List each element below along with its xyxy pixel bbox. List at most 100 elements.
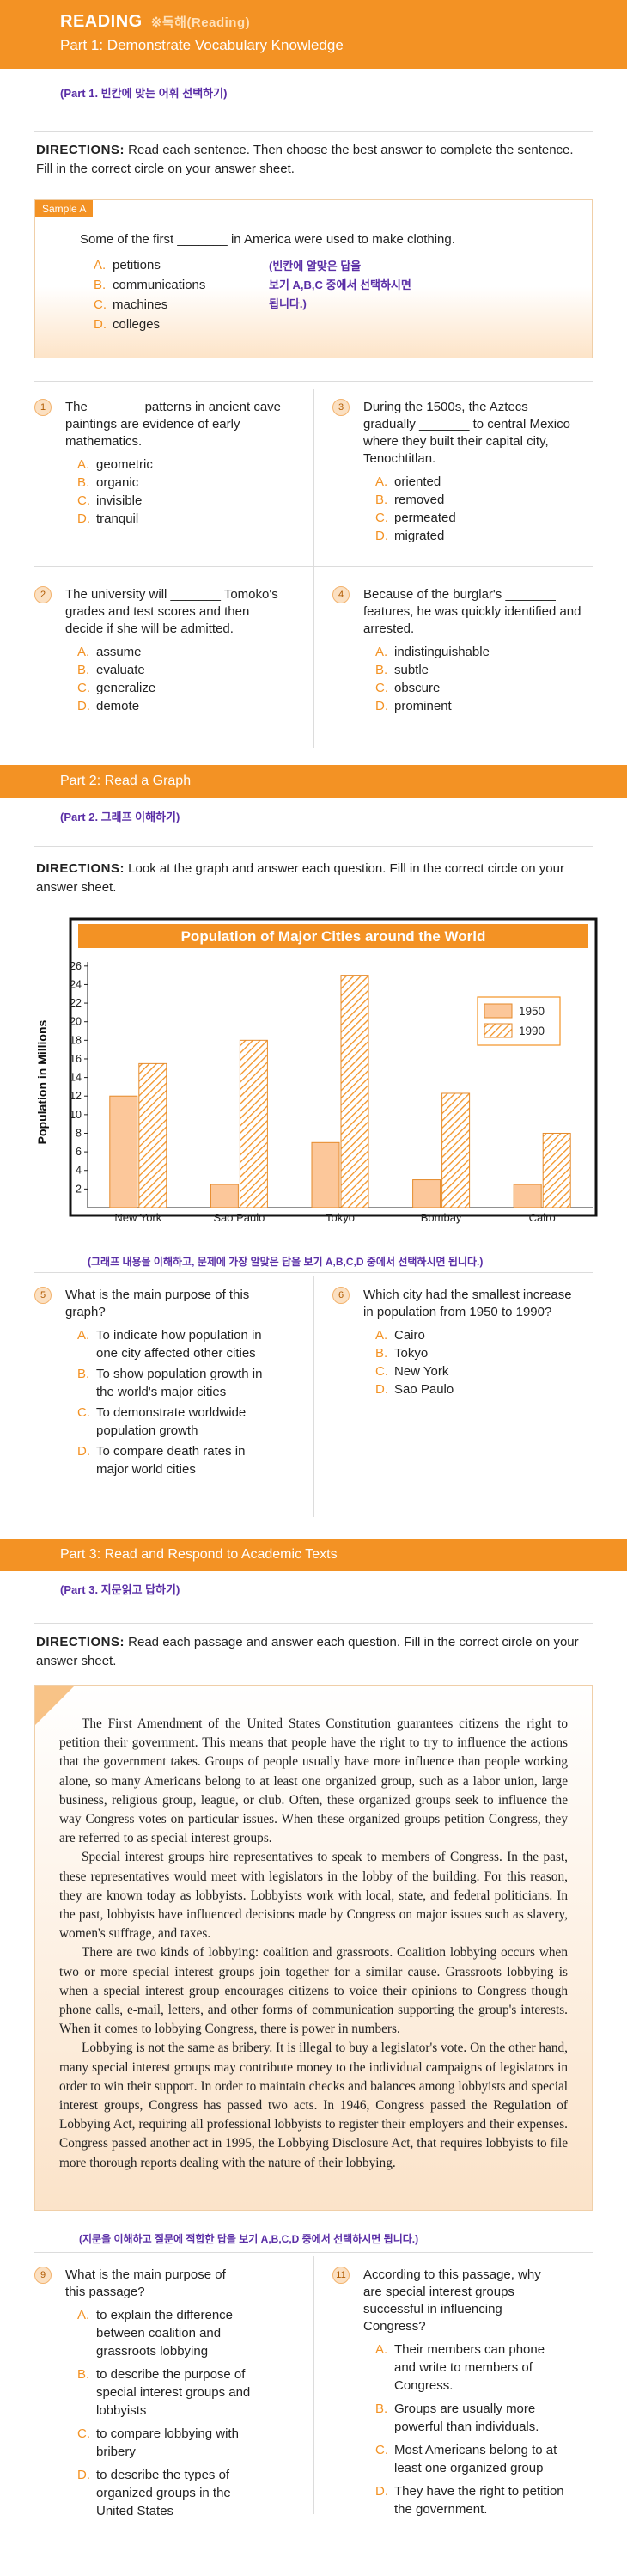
- passage-paragraph: There are two kinds of lobbying: coaliti…: [59, 1945, 568, 2037]
- part2-directions: DIRECTIONS: Look at the graph and answer…: [0, 860, 627, 897]
- x-tick-label: Tokyo: [326, 1211, 355, 1224]
- passage-korean-note: (지문을 이해하고 질문에 적합한 답을 보기 A,B,C,D 중에서 선택하시…: [79, 2233, 419, 2245]
- bar-1990-bombay: [441, 1092, 471, 1208]
- part2-korean-note: (Part 2. 그래프 이해하기): [60, 811, 180, 823]
- answer-choice[interactable]: A. Cairo: [375, 1328, 425, 1343]
- answer-choice[interactable]: C. New York: [375, 1364, 449, 1379]
- directions-label: DIRECTIONS:: [36, 143, 125, 157]
- y-tick-label: 10: [70, 1109, 82, 1121]
- passage-paragraph: Lobbying is not the same as bribery. It …: [59, 2041, 568, 2170]
- answer-choice[interactable]: B. removed: [375, 493, 445, 507]
- answer-choice[interactable]: B. subtle: [375, 663, 429, 677]
- answer-choice[interactable]: D. to describe the types of organized gro…: [77, 2468, 231, 2518]
- answer-choice[interactable]: C. Most Americans belong to at least one …: [375, 2443, 557, 2475]
- directions-text: Read each sentence. Then choose the best…: [36, 143, 574, 176]
- answer-choice[interactable]: C. obscure: [375, 681, 441, 695]
- directions-text: Look at the graph and answer each questi…: [36, 861, 564, 895]
- question-number: 3: [332, 399, 350, 416]
- answer-choice[interactable]: D. tranquil: [77, 511, 139, 526]
- part3-title: Part 3: Read and Respond to Academic Tex…: [0, 1539, 627, 1571]
- answer-choice[interactable]: A. to explain the difference between coal…: [77, 2308, 234, 2359]
- answer-choice[interactable]: B. evaluate: [77, 663, 145, 677]
- question-number: 6: [332, 1287, 350, 1304]
- x-tick-label: Bombay: [421, 1211, 462, 1224]
- y-tick-label: 20: [70, 1016, 82, 1028]
- question-number: 5: [34, 1287, 52, 1304]
- part3-questions: 9 What is the main purpose of this passa…: [34, 2256, 593, 2518]
- part1-korean-note: (Part 1. 빈칸에 맞는 어휘 선택하기): [60, 87, 228, 100]
- bar-1950-tokyo: [311, 1141, 340, 1208]
- question-stem: According to this passage, why are speci…: [363, 2267, 541, 2334]
- y-tick-label: 16: [70, 1053, 82, 1065]
- answer-choice[interactable]: B. Groups are usually more powerful than …: [375, 2402, 539, 2434]
- answer-choice[interactable]: A. geometric: [77, 457, 153, 472]
- divider: [34, 1272, 593, 1273]
- reading-passage: The First Amendment of the United States…: [34, 1685, 593, 2211]
- y-tick-label: 12: [70, 1090, 82, 1102]
- bar-1990-tokyo: [340, 975, 369, 1208]
- divider: [34, 566, 593, 567]
- answer-choice[interactable]: A. To indicate how population in one city…: [77, 1328, 262, 1361]
- answer-choice[interactable]: A. oriented: [375, 474, 441, 489]
- question-2: 2 The university will _______ Tomoko's g…: [34, 586, 283, 715]
- question-stem: Because of the burglar's _______ feature…: [363, 587, 581, 636]
- question-number: 11: [332, 2267, 350, 2284]
- y-tick-label: 22: [70, 997, 82, 1009]
- sample-choices: A. petitions B. communications C. machines …: [94, 255, 205, 334]
- directions-text: Read each passage and answer each questi…: [36, 1635, 579, 1668]
- legend-label: 1990: [519, 1025, 545, 1037]
- sample-choice: D. colleges: [94, 317, 161, 332]
- question-number: 2: [34, 586, 52, 603]
- passage-paragraph: Special interest groups hire representat…: [59, 1850, 568, 1942]
- part3-korean-note: (Part 3. 지문읽고 답하기): [60, 1583, 180, 1596]
- answer-choice[interactable]: C. generalize: [77, 681, 156, 695]
- answer-choice[interactable]: D. demote: [77, 699, 140, 713]
- answer-choice[interactable]: C. to compare lobbying with bribery: [77, 2426, 239, 2459]
- corner-decoration: [35, 1686, 75, 1725]
- part3-directions: DIRECTIONS: Read each passage and answer…: [0, 1633, 627, 1671]
- question-11: 11 According to this passage, why are sp…: [332, 2267, 581, 2518]
- bar-1950-sao-paulo: [210, 1184, 239, 1208]
- bar-1950-bombay: [412, 1179, 441, 1208]
- y-tick-label: 18: [70, 1034, 82, 1046]
- question-6: 6 Which city had the smallest increase i…: [332, 1287, 581, 1398]
- sample-choice: C. machines: [94, 297, 168, 312]
- answer-choice[interactable]: D. They have the right to petition the go…: [375, 2484, 564, 2517]
- directions-label: DIRECTIONS:: [36, 861, 125, 876]
- sample-stem: Some of the first _______ in America wer…: [80, 232, 455, 247]
- answer-choice[interactable]: A. assume: [77, 645, 142, 659]
- answer-choice[interactable]: B. to describe the purpose of special int…: [77, 2367, 251, 2418]
- question-number: 1: [34, 399, 52, 416]
- question-stem: What is the main purpose of this passage…: [65, 2267, 226, 2299]
- answer-choice[interactable]: D. To compare death rates in major world …: [77, 1444, 246, 1477]
- answer-choice[interactable]: A. indistinguishable: [375, 645, 490, 659]
- y-tick-label: 4: [76, 1165, 82, 1177]
- answer-choice[interactable]: D. prominent: [375, 699, 452, 713]
- answer-choice[interactable]: B. Tokyo: [375, 1346, 429, 1361]
- divider: [34, 1623, 593, 1624]
- answer-choice[interactable]: B. To show population growth in the world…: [77, 1367, 263, 1399]
- part1-questions: 1 The _______ patterns in ancient cave p…: [34, 389, 593, 748]
- y-tick-label: 8: [76, 1127, 82, 1139]
- answer-choice[interactable]: B. organic: [77, 475, 139, 490]
- reading-header: READING ※독해(Reading) Part 1: Demonstrate…: [0, 0, 627, 69]
- question-5: 5 What is the main purpose of this graph…: [34, 1287, 283, 1478]
- question-1: 1 The _______ patterns in ancient cave p…: [34, 399, 283, 528]
- y-tick-label: 2: [76, 1183, 82, 1195]
- chart-title-bar: [78, 924, 588, 948]
- answer-choice[interactable]: C. To demonstrate worldwide population gr…: [77, 1405, 247, 1438]
- y-tick-label: 26: [70, 960, 82, 972]
- answer-choice[interactable]: C. invisible: [77, 493, 143, 508]
- answer-choice[interactable]: C. permeated: [375, 511, 456, 525]
- divider: [34, 131, 593, 132]
- answer-choice[interactable]: D. migrated: [375, 529, 445, 543]
- answer-choice[interactable]: A. Their members can phone and write to m…: [375, 2342, 545, 2393]
- sample-korean-note: (빈칸에 알맞은 답을 보기 A,B,C 중에서 선택하시면 됩니다.): [269, 260, 411, 310]
- y-axis-label: Population in Millions: [35, 1019, 49, 1144]
- x-tick-label: Sao Paulo: [213, 1211, 265, 1224]
- question-9: 9 What is the main purpose of this passa…: [34, 2267, 283, 2520]
- y-tick-label: 6: [76, 1146, 82, 1158]
- y-tick-label: 14: [70, 1072, 82, 1084]
- answer-choice[interactable]: D. Sao Paulo: [375, 1382, 454, 1397]
- directions-label: DIRECTIONS:: [36, 1635, 125, 1649]
